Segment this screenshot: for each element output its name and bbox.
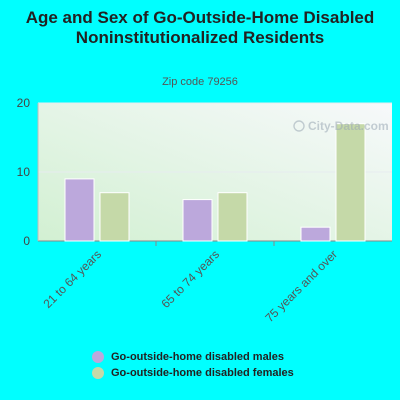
bar-females — [217, 192, 248, 242]
x-tick-label: 65 to 74 years — [158, 247, 222, 311]
bar-males — [300, 226, 331, 242]
legend-label-females: Go-outside-home disabled females — [111, 367, 294, 379]
chart-subtitle: Zip code 79256 — [162, 76, 238, 88]
legend: Go-outside-home disabled males Go-outsid… — [92, 349, 294, 381]
chart-title: Age and Sex of Go-Outside-Home Disabled … — [25, 8, 375, 47]
legend-label-males: Go-outside-home disabled males — [111, 351, 284, 363]
bar-males — [182, 199, 213, 242]
legend-swatch-males — [92, 351, 104, 363]
watermark-icon — [293, 120, 305, 132]
bar-males — [64, 178, 95, 242]
x-tick-label: 75 years and over — [262, 247, 340, 325]
bar-females — [335, 123, 366, 242]
y-tick-label: 10 — [17, 165, 31, 179]
y-tick-label: 0 — [23, 234, 30, 248]
x-tick-label: 21 to 64 years — [40, 247, 104, 311]
legend-item-females: Go-outside-home disabled females — [92, 365, 294, 381]
watermark-text: City-Data.com — [308, 119, 389, 133]
legend-swatch-females — [92, 367, 104, 379]
y-tick-label: 20 — [17, 96, 31, 110]
bar-females — [99, 192, 130, 242]
legend-item-males: Go-outside-home disabled males — [92, 349, 294, 365]
